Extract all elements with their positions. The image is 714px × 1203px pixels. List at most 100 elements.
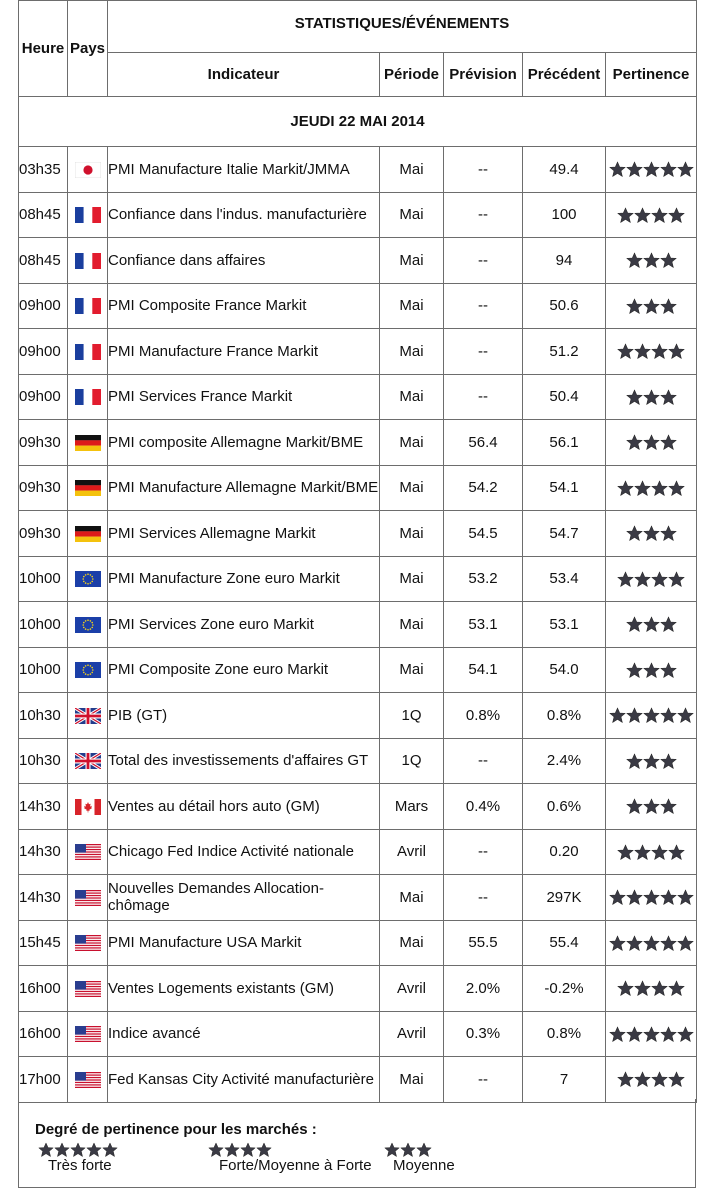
event-time: 14h30 (18, 783, 68, 830)
star-icon (659, 252, 677, 269)
event-relevance (605, 510, 697, 557)
table-row: 09h00 PMI Manufacture France Markit Mai -- 5… (18, 328, 697, 375)
event-indicator: Nouvelles Demandes Allocation-chômage (107, 874, 380, 921)
event-time: 10h00 (18, 646, 68, 693)
event-period: Mai (379, 328, 444, 375)
event-country (67, 191, 108, 238)
star-icon (659, 707, 677, 724)
star-icon (617, 343, 634, 360)
event-indicator: Confiance dans affaires (107, 237, 380, 284)
legend-label-strong: Forte/Moyenne à Forte (219, 1157, 372, 1174)
star-icon (642, 798, 660, 815)
event-country (67, 419, 108, 466)
legend: Degré de pertinence pour les marchés : T… (18, 1099, 696, 1188)
event-previous: 56.1 (522, 419, 606, 466)
relevance-stars (625, 388, 677, 406)
relevance-stars (617, 980, 685, 997)
star-icon (651, 980, 668, 997)
event-previous: -0.2% (522, 965, 606, 1012)
event-forecast: 0.4% (443, 783, 523, 830)
star-icon (608, 1025, 626, 1042)
event-forecast: 54.5 (443, 510, 523, 557)
star-icon (676, 1025, 694, 1042)
star-icon (676, 161, 694, 178)
relevance-stars (625, 297, 677, 315)
day-label: JEUDI 22 MAI 2014 (18, 96, 697, 147)
event-forecast: 53.1 (443, 601, 523, 648)
event-previous: 0.8% (522, 1010, 606, 1057)
star-icon (651, 343, 668, 360)
event-indicator: PMI Services Zone euro Markit (107, 601, 380, 648)
star-icon (642, 1025, 660, 1042)
star-icon (659, 161, 677, 178)
event-relevance (605, 373, 697, 420)
event-forecast: 55.5 (443, 919, 523, 966)
france-flag-icon (74, 298, 101, 315)
event-indicator: Total des investissements d'affaires GT (107, 737, 380, 784)
star-icon (625, 525, 643, 542)
star-icon (240, 1142, 256, 1157)
star-icon (668, 570, 685, 587)
event-period: Mai (379, 282, 444, 329)
star-icon (625, 434, 643, 451)
event-indicator: PMI Manufacture USA Markit (107, 919, 380, 966)
event-period: Mai (379, 874, 444, 921)
event-relevance (605, 601, 697, 648)
relevance-stars (617, 479, 685, 497)
table-row: 10h00 PMI Services Zone euro Markit Mai 53.… (18, 601, 697, 648)
event-country (67, 1010, 108, 1057)
event-period: 1Q (379, 737, 444, 784)
event-previous: 53.4 (522, 555, 606, 602)
event-period: Mai (379, 601, 444, 648)
event-relevance (605, 555, 697, 602)
event-time: 08h45 (18, 191, 68, 238)
event-time: 03h35 (18, 146, 68, 193)
event-relevance (605, 419, 697, 466)
event-country (67, 328, 108, 375)
star-icon (634, 570, 651, 587)
event-relevance (605, 692, 697, 739)
star-icon (668, 479, 685, 496)
event-forecast: -- (443, 373, 523, 420)
star-icon (651, 206, 668, 223)
star-icon (659, 434, 677, 451)
star-icon (625, 661, 643, 678)
event-indicator: Indice avancé (107, 1010, 380, 1057)
star-icon (70, 1142, 86, 1157)
header-indicateur: Indicateur (107, 52, 380, 97)
star-icon (659, 616, 677, 633)
event-period: Mars (379, 783, 444, 830)
event-previous: 53.1 (522, 601, 606, 648)
event-time: 16h00 (18, 965, 68, 1012)
event-forecast: -- (443, 1056, 523, 1103)
france-flag-icon (74, 389, 101, 406)
star-icon (54, 1142, 70, 1157)
header-prevision: Prévision (443, 52, 523, 97)
table-row: 14h30 Chicago Fed Indice Activité nationa… (18, 828, 697, 875)
event-previous: 49.4 (522, 146, 606, 193)
table-row: 09h00 PMI Composite France Markit Mai -- 50.… (18, 282, 697, 329)
table-row: 10h30 Total des investissements d'affaire… (18, 737, 697, 784)
germany-flag-icon (74, 480, 101, 497)
event-time: 10h30 (18, 737, 68, 784)
star-icon (659, 889, 677, 906)
event-indicator: Ventes Logements existants (GM) (107, 965, 380, 1012)
event-relevance (605, 1056, 697, 1103)
event-previous: 94 (522, 237, 606, 284)
star-icon (625, 798, 643, 815)
legend-title: Degré de pertinence pour les marchés : (35, 1121, 317, 1138)
event-time: 15h45 (18, 919, 68, 966)
event-country (67, 874, 108, 921)
event-time: 09h00 (18, 328, 68, 375)
event-country (67, 965, 108, 1012)
event-period: Mai (379, 146, 444, 193)
usa-flag-icon (74, 980, 101, 997)
event-forecast: 53.2 (443, 555, 523, 602)
event-previous: 7 (522, 1056, 606, 1103)
event-indicator: Ventes au détail hors auto (GM) (107, 783, 380, 830)
table-row: 17h00 Fed Kansas City Activité manufactur… (18, 1056, 697, 1103)
event-relevance (605, 1010, 697, 1057)
star-icon (400, 1142, 416, 1157)
event-country (67, 1056, 108, 1103)
